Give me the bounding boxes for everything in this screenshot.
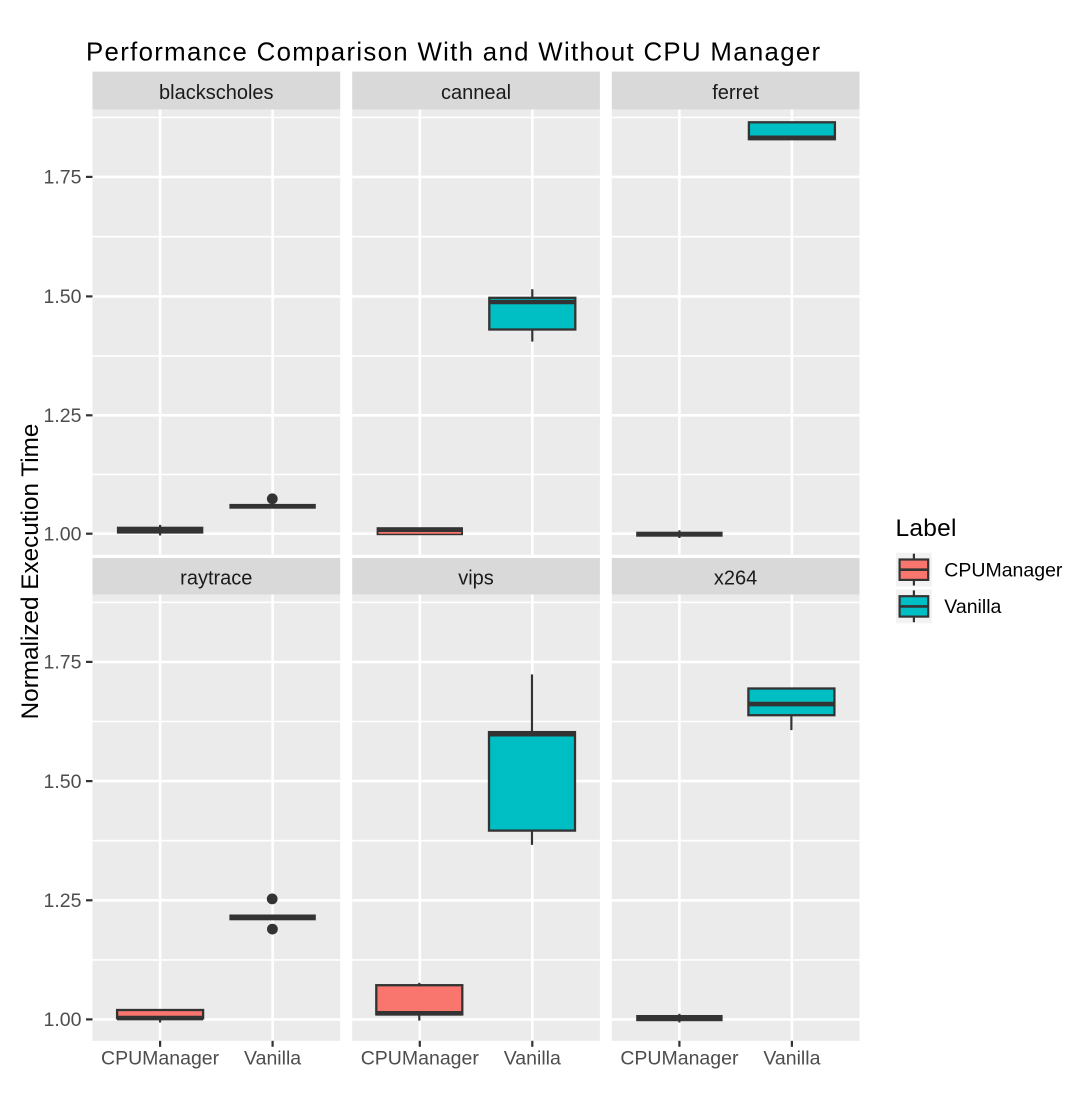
svg-text:Performance Comparison With an: Performance Comparison With and Without … bbox=[86, 39, 821, 67]
svg-text:1.75: 1.75 bbox=[44, 167, 82, 189]
svg-text:Vanilla: Vanilla bbox=[244, 1048, 301, 1070]
svg-text:1.00: 1.00 bbox=[44, 523, 82, 545]
svg-text:1.50: 1.50 bbox=[44, 771, 82, 793]
svg-text:Label: Label bbox=[896, 515, 957, 542]
svg-text:blackscholes: blackscholes bbox=[159, 82, 274, 104]
svg-text:Normalized Execution Time: Normalized Execution Time bbox=[17, 424, 44, 720]
svg-text:canneal: canneal bbox=[441, 82, 511, 104]
svg-text:CPUManager: CPUManager bbox=[944, 559, 1063, 581]
svg-text:Vanilla: Vanilla bbox=[944, 596, 1001, 618]
svg-text:x264: x264 bbox=[714, 568, 757, 590]
svg-text:CPUManager: CPUManager bbox=[101, 1048, 220, 1070]
svg-text:1.25: 1.25 bbox=[44, 890, 82, 912]
svg-text:CPUManager: CPUManager bbox=[620, 1048, 739, 1070]
svg-text:ferret: ferret bbox=[712, 82, 759, 104]
svg-text:Vanilla: Vanilla bbox=[763, 1048, 820, 1070]
svg-text:raytrace: raytrace bbox=[180, 568, 252, 590]
svg-text:vips: vips bbox=[458, 568, 494, 590]
svg-text:1.00: 1.00 bbox=[44, 1009, 82, 1031]
svg-text:Vanilla: Vanilla bbox=[504, 1048, 561, 1070]
svg-text:CPUManager: CPUManager bbox=[361, 1048, 480, 1070]
svg-text:1.25: 1.25 bbox=[44, 405, 82, 427]
svg-text:1.50: 1.50 bbox=[44, 286, 82, 308]
svg-text:1.75: 1.75 bbox=[44, 652, 82, 674]
